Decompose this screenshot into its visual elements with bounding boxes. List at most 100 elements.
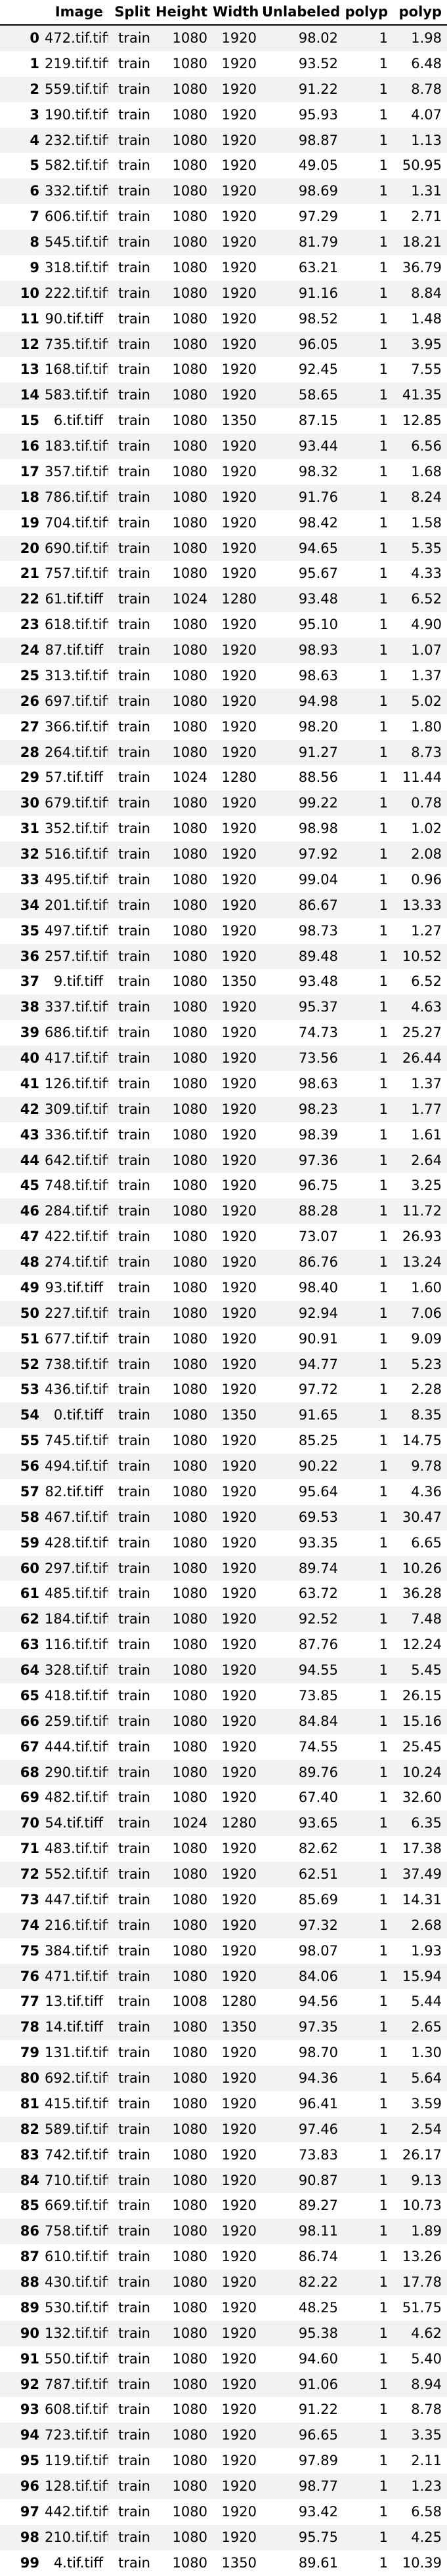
row-index: 45 <box>20 1177 39 1194</box>
image-cell: 428.tif.tiff <box>45 1534 108 1551</box>
image-cell: 482.tif.tiff <box>45 1789 108 1806</box>
unlabeled-cell: 98.23 <box>298 1101 338 1117</box>
split-cell: train <box>118 591 150 607</box>
image-cell: 126.tif.tiff <box>45 1075 108 1092</box>
unlabeled-cell: 98.63 <box>298 1075 338 1092</box>
height-cell: 1080 <box>172 489 207 505</box>
image-cell: 550.tif.tiff <box>45 2350 108 2367</box>
polyp-percent-cell: 2.08 <box>411 846 442 862</box>
height-cell: 1080 <box>172 2478 207 2494</box>
polyp-percent-cell: 5.64 <box>411 2070 442 2086</box>
polyp-count-cell: 1 <box>379 106 388 123</box>
polyp-count-cell: 1 <box>379 2376 388 2392</box>
row-index: 19 <box>20 514 39 531</box>
image-cell: 337.tif.tiff <box>45 999 108 1015</box>
polyp-count-cell: 1 <box>379 2478 388 2494</box>
height-cell: 1080 <box>172 259 207 276</box>
width-cell: 1920 <box>221 2121 257 2137</box>
split-cell: train <box>118 821 150 837</box>
width-cell: 1920 <box>221 81 257 97</box>
height-cell: 1080 <box>172 2427 207 2443</box>
row-index: 7 <box>30 209 39 225</box>
image-cell: 222.tif.tiff <box>45 285 108 301</box>
table-row: 93 608.tif.tiff train 1080 1920 91.22 1 8.78 <box>0 2397 447 2423</box>
row-index: 56 <box>20 1458 39 1474</box>
polyp-percent-cell: 1.89 <box>411 2223 442 2239</box>
table-row: 85 669.tif.tiff train 1080 1920 89.27 1 10.73 <box>0 2193 447 2219</box>
split-cell: train <box>118 132 150 148</box>
table-row: 24 87.tif.tiff train 1080 1920 98.93 1 1.07 <box>0 638 447 663</box>
unlabeled-cell: 92.45 <box>298 361 338 378</box>
row-index: 53 <box>20 1381 39 1398</box>
split-cell: train <box>118 209 150 225</box>
height-cell: 1080 <box>172 718 207 735</box>
row-index: 82 <box>20 2121 39 2137</box>
polyp-percent-cell: 1.58 <box>411 514 442 531</box>
unlabeled-cell: 94.56 <box>298 1993 338 2010</box>
table-row: 68 290.tif.tiff train 1080 1920 89.76 1 10.24 <box>0 1759 447 1786</box>
row-index: 55 <box>20 1433 39 1449</box>
image-cell: 9.tif.tiff <box>53 973 103 990</box>
polyp-count-cell: 1 <box>379 642 388 658</box>
width-cell: 1920 <box>221 1534 257 1551</box>
table-row: 73 447.tif.tiff train 1080 1920 85.69 1 14.31 <box>0 1887 447 1913</box>
row-index: 20 <box>20 540 39 556</box>
width-cell: 1920 <box>221 1381 257 1398</box>
split-cell: train <box>118 336 150 352</box>
row-index: 23 <box>20 617 39 633</box>
polyp-percent-cell: 13.24 <box>402 1254 442 1270</box>
split-cell: train <box>118 285 150 301</box>
polyp-percent-cell: 8.24 <box>411 489 442 505</box>
height-cell: 1080 <box>172 1101 207 1117</box>
height-cell: 1080 <box>172 2453 207 2469</box>
polyp-percent-cell: 10.26 <box>402 1560 442 1576</box>
polyp-percent-cell: 1.93 <box>411 1942 442 1959</box>
polyp-count-cell: 1 <box>379 1330 388 1347</box>
table-row: 36 257.tif.tiff train 1080 1920 89.48 1 10.52 <box>0 943 447 970</box>
split-cell: train <box>118 693 150 709</box>
image-cell: 132.tif.tiff <box>45 2325 108 2341</box>
polyp-percent-cell: 5.40 <box>411 2350 442 2367</box>
width-cell: 1920 <box>221 106 257 123</box>
polyp-count-cell: 1 <box>379 1075 388 1092</box>
polyp-percent-cell: 1.02 <box>411 821 442 837</box>
image-cell: 608.tif.tiff <box>45 2402 108 2418</box>
table-row: 41 126.tif.tiff train 1080 1920 98.63 1 1.37 <box>0 1071 447 1097</box>
table-row: 23 618.tif.tiff train 1080 1920 95.10 1 4.90 <box>0 612 447 638</box>
width-cell: 1920 <box>221 693 257 709</box>
height-cell: 1080 <box>172 514 207 531</box>
polyp-count-cell: 1 <box>379 2453 388 2469</box>
polyp-percent-cell: 1.23 <box>411 2478 442 2494</box>
image-cell: 352.tif.tiff <box>45 821 108 837</box>
split-cell: train <box>118 973 150 990</box>
table-row: 5 582.tif.tiff train 1080 1920 49.05 1 50.95 <box>0 153 447 179</box>
table-row: 13 168.tif.tiff train 1080 1920 92.45 1 7.55 <box>0 357 447 383</box>
image-cell: 552.tif.tiff <box>45 1866 108 1882</box>
table-row: 49 93.tif.tiff train 1080 1920 98.40 1 1.60 <box>0 1275 447 1301</box>
polyp-percent-cell: 6.52 <box>411 973 442 990</box>
polyp-count-cell: 1 <box>379 973 388 990</box>
height-cell: 1080 <box>172 310 207 327</box>
height-cell: 1080 <box>172 1713 207 1729</box>
image-cell: 494.tif.tiff <box>45 1458 108 1474</box>
height-cell: 1080 <box>172 157 207 174</box>
table-row: 84 710.tif.tiff train 1080 1920 90.87 1 9.13 <box>0 2167 447 2194</box>
polyp-count-cell: 1 <box>379 285 388 301</box>
height-cell: 1080 <box>172 897 207 913</box>
width-cell: 1920 <box>221 1968 257 1984</box>
table-row: 46 284.tif.tiff train 1080 1920 88.28 1 11.72 <box>0 1198 447 1225</box>
header-polyp-count: polyp <box>343 0 393 26</box>
polyp-percent-cell: 15.16 <box>402 1713 442 1729</box>
image-cell: 677.tif.tiff <box>45 1330 108 1347</box>
height-cell: 1080 <box>172 285 207 301</box>
split-cell: train <box>118 2299 150 2316</box>
split-cell: train <box>118 2249 150 2265</box>
polyp-percent-cell: 51.75 <box>402 2299 442 2316</box>
image-cell: 128.tif.tiff <box>45 2478 108 2494</box>
polyp-percent-cell: 2.71 <box>411 209 442 225</box>
unlabeled-cell: 93.48 <box>298 973 338 990</box>
polyp-count-cell: 1 <box>379 2554 388 2571</box>
image-cell: 758.tif.tiff <box>45 2223 108 2239</box>
height-cell: 1080 <box>172 1203 207 1219</box>
unlabeled-cell: 89.48 <box>298 948 338 964</box>
